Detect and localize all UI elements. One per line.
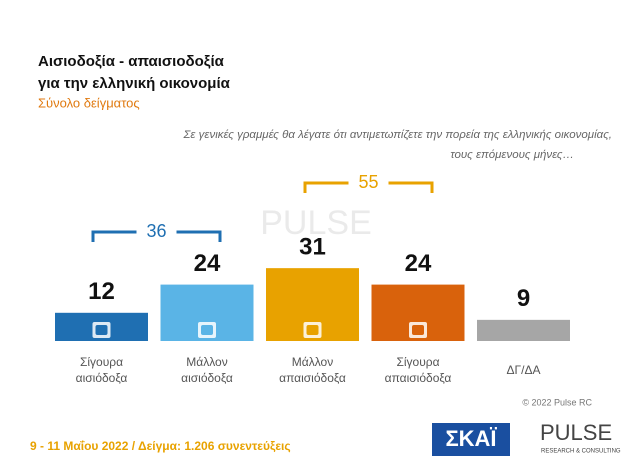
pulse-logo-sub: RESEARCH & CONSULTING [541, 449, 621, 455]
question: τους επόμενους μήνες… [450, 149, 574, 161]
x-tick-label: αισιόδοξα [181, 371, 233, 385]
x-tick-label: Σίγουρα [80, 355, 123, 369]
value-label: 31 [299, 233, 326, 260]
icon [95, 325, 108, 335]
question: Σε γενικές γραμμές θα λέγατε ότι αντιμετ… [183, 129, 612, 141]
bracket [91, 230, 222, 242]
footer: 9 - 11 Μαΐου 2022 / Δείγμα: 1.206 συνεντ… [30, 439, 291, 453]
value-label: 12 [88, 278, 115, 305]
value-label: 24 [405, 250, 432, 277]
icon [201, 325, 213, 335]
skai-logo-text: ΣΚΑΪ [445, 426, 497, 451]
value-label: 24 [194, 250, 221, 277]
x-tick-label: απαισιόδοξα [279, 371, 346, 385]
pulse-logo: PULSE [540, 420, 612, 445]
bracket-label: 55 [358, 172, 378, 192]
x-tick-label: Μάλλον [186, 355, 227, 369]
bar [477, 319, 570, 341]
value-label: 9 [517, 285, 530, 312]
icon [306, 325, 319, 335]
x-tick-label: Σίγουρα [396, 355, 439, 369]
x-tick-label: αισιόδοξα [76, 371, 128, 385]
watermark: PULSE [260, 204, 372, 242]
chart-title: για την ελληνική οικονομία [38, 75, 231, 92]
copyright: © 2022 Pulse RC [522, 397, 592, 407]
x-tick-label: ΔΓ/ΔΑ [507, 363, 541, 377]
bracket [303, 181, 434, 193]
x-tick-label: απαισιόδοξα [385, 371, 452, 385]
subtitle: Σύνολο δείγματος [38, 95, 140, 110]
chart-title: Αισιοδοξία - απαισιοδοξία [38, 53, 225, 70]
skai-logo [432, 423, 510, 456]
x-tick-label: Μάλλον [292, 355, 333, 369]
icon [412, 325, 424, 335]
bracket-label: 36 [146, 221, 166, 241]
